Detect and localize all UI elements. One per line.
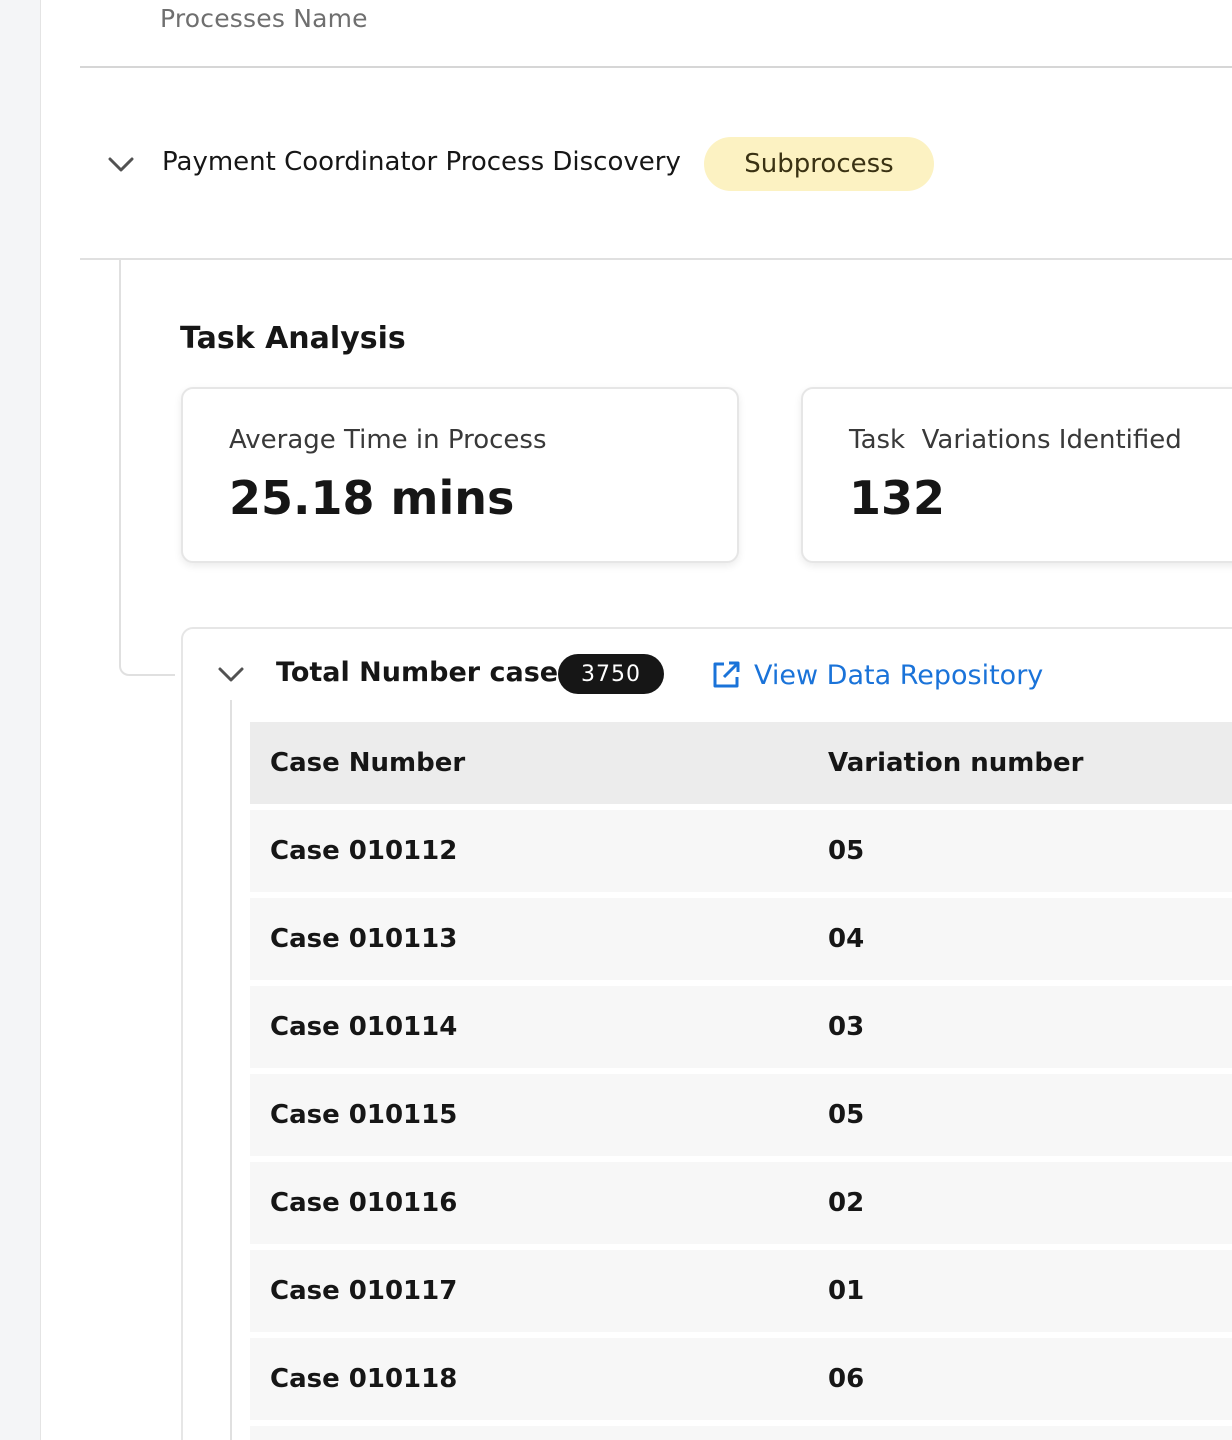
case-number-cell: Case 010116: [270, 1188, 458, 1218]
table-row[interactable]: Case 010116 02: [250, 1162, 1232, 1244]
variation-number-cell: 01: [828, 1276, 865, 1306]
column-header-processes-name: Processes Name: [160, 4, 368, 33]
case-count-badge: 3750: [558, 654, 664, 694]
chevron-down-icon[interactable]: [104, 148, 138, 182]
table-row[interactable]: Case 010115 05: [250, 1074, 1232, 1156]
cases-table: Case Number Variation number Case 010112…: [250, 722, 1232, 1440]
case-number-cell: Case 010117: [270, 1276, 458, 1306]
chevron-down-icon[interactable]: [214, 658, 248, 692]
left-gutter: [0, 0, 41, 1440]
cases-tree-connector: [230, 700, 232, 1440]
table-row[interactable]: Case 010113 04: [250, 898, 1232, 980]
table-row[interactable]: Case 010112 05: [250, 810, 1232, 892]
stat-label: Task Variations Identified: [849, 425, 1182, 455]
variation-number-cell: 03: [828, 1012, 865, 1042]
view-data-repository-link[interactable]: View Data Repository: [710, 655, 1043, 695]
task-analysis-title: Task Analysis: [180, 321, 406, 356]
table-row[interactable]: Case 010114 03: [250, 986, 1232, 1068]
view-data-repository-label: View Data Repository: [754, 659, 1044, 691]
stat-value: 25.18 mins: [229, 471, 515, 525]
table-row-partial[interactable]: [250, 1426, 1232, 1440]
tree-connector: [119, 260, 175, 676]
table-row[interactable]: Case 010118 06: [250, 1338, 1232, 1420]
column-header-case-number[interactable]: Case Number: [270, 748, 466, 778]
header-divider: [80, 66, 1232, 68]
process-row-divider: [80, 258, 1232, 260]
stat-card-average-time: Average Time in Process 25.18 mins: [181, 387, 739, 563]
cases-title: Total Number cases: [276, 657, 575, 688]
external-link-icon: [710, 659, 742, 691]
variation-number-cell: 05: [828, 836, 865, 866]
column-header-variation-number[interactable]: Variation number: [828, 748, 1084, 778]
case-number-cell: Case 010112: [270, 836, 458, 866]
subprocess-tag: Subprocess: [704, 137, 934, 191]
table-header-row: Case Number Variation number: [250, 722, 1232, 804]
case-number-cell: Case 010114: [270, 1012, 458, 1042]
variation-number-cell: 06: [828, 1364, 865, 1394]
variation-number-cell: 02: [828, 1188, 865, 1218]
process-name[interactable]: Payment Coordinator Process Discovery: [162, 147, 681, 177]
stat-card-task-variations: Task Variations Identified 132: [801, 387, 1232, 563]
case-number-cell: Case 010118: [270, 1364, 458, 1394]
case-number-cell: Case 010115: [270, 1100, 458, 1130]
variation-number-cell: 04: [828, 924, 865, 954]
stat-value: 132: [849, 471, 946, 525]
stat-label: Average Time in Process: [229, 425, 547, 455]
table-row[interactable]: Case 010117 01: [250, 1250, 1232, 1332]
variation-number-cell: 05: [828, 1100, 865, 1130]
case-number-cell: Case 010113: [270, 924, 458, 954]
